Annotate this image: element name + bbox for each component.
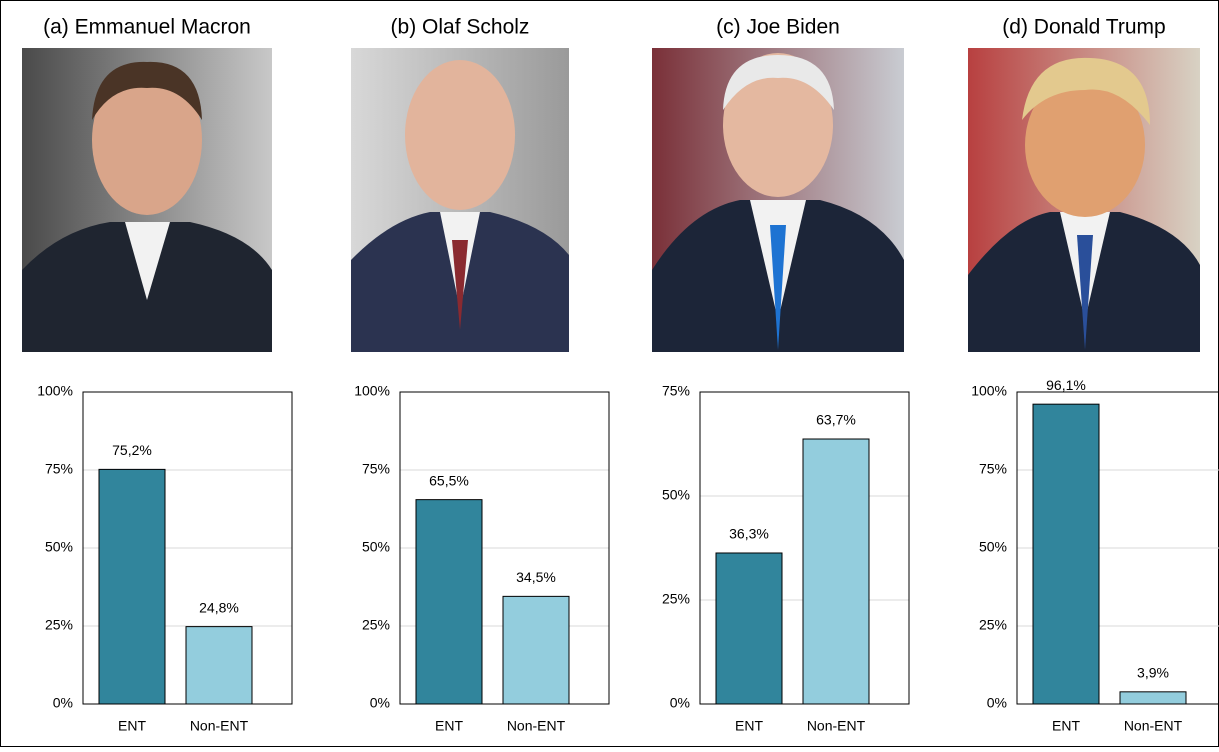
x-tick-label: ENT bbox=[1052, 718, 1080, 734]
x-tick-label: ENT bbox=[735, 718, 763, 734]
value-label: 63,7% bbox=[816, 412, 856, 428]
value-label: 3,9% bbox=[1137, 665, 1169, 681]
value-label: 36,3% bbox=[729, 526, 769, 542]
x-tick-label: Non-ENT bbox=[807, 718, 866, 734]
y-tick-label: 100% bbox=[37, 383, 73, 399]
x-tick-label: ENT bbox=[435, 718, 463, 734]
x-tick-label: Non-ENT bbox=[507, 718, 566, 734]
photo bbox=[652, 48, 904, 352]
y-tick-label: 50% bbox=[45, 539, 73, 555]
plot-border bbox=[1016, 391, 1219, 705]
y-tick-label: 0% bbox=[53, 695, 73, 711]
panel-title: (b) Olaf Scholz bbox=[391, 16, 530, 39]
y-tick-label: 75% bbox=[45, 461, 73, 477]
y-tick-label: 100% bbox=[971, 383, 1007, 399]
photo bbox=[22, 48, 272, 352]
panel-title: (a) Emmanuel Macron bbox=[43, 16, 251, 39]
y-tick-label: 50% bbox=[979, 539, 1007, 555]
x-tick-label: Non-ENT bbox=[190, 718, 249, 734]
panel-title: (d) Donald Trump bbox=[1002, 16, 1165, 39]
y-tick-label: 25% bbox=[362, 617, 390, 633]
plot-border bbox=[82, 391, 293, 705]
panel-title: (c) Joe Biden bbox=[716, 16, 840, 39]
y-tick-label: 0% bbox=[670, 695, 690, 711]
y-tick-label: 0% bbox=[987, 695, 1007, 711]
value-label: 24,8% bbox=[199, 599, 239, 615]
bar bbox=[715, 552, 783, 705]
y-tick-label: 50% bbox=[662, 487, 690, 503]
y-tick-label: 0% bbox=[370, 695, 390, 711]
bar bbox=[185, 626, 253, 705]
x-tick-label: Non-ENT bbox=[1124, 718, 1183, 734]
bar bbox=[98, 468, 166, 705]
y-tick-label: 100% bbox=[354, 383, 390, 399]
value-label: 75,2% bbox=[112, 442, 152, 458]
plot-border bbox=[699, 391, 910, 705]
y-tick-label: 75% bbox=[662, 383, 690, 399]
y-tick-label: 25% bbox=[662, 591, 690, 607]
y-tick-label: 75% bbox=[979, 461, 1007, 477]
bar bbox=[415, 499, 483, 705]
bar bbox=[802, 438, 870, 705]
x-tick-label: ENT bbox=[118, 718, 146, 734]
plot-border bbox=[399, 391, 610, 705]
bar bbox=[1032, 403, 1100, 705]
bar bbox=[1119, 691, 1187, 705]
y-tick-label: 50% bbox=[362, 539, 390, 555]
value-label: 34,5% bbox=[516, 569, 556, 585]
y-tick-label: 25% bbox=[979, 617, 1007, 633]
photo bbox=[351, 48, 569, 352]
bar bbox=[502, 595, 570, 705]
value-label: 96,1% bbox=[1046, 377, 1086, 393]
y-tick-label: 25% bbox=[45, 617, 73, 633]
y-tick-label: 75% bbox=[362, 461, 390, 477]
value-label: 65,5% bbox=[429, 472, 469, 488]
photo bbox=[968, 48, 1200, 352]
